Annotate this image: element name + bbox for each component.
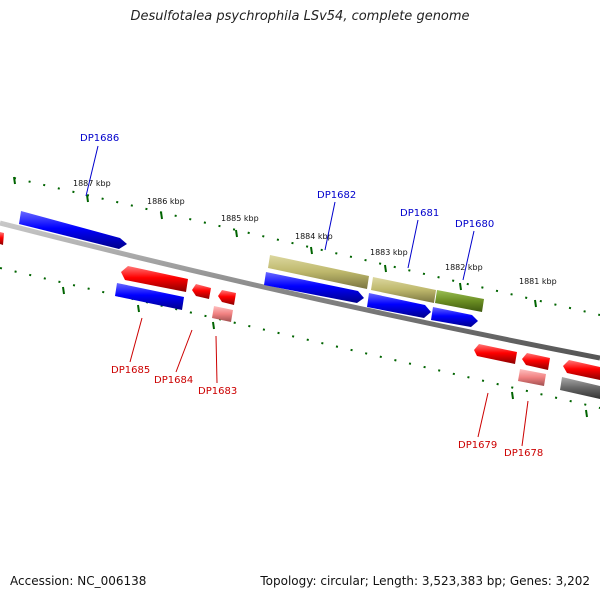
gene-fragment-left[interactable] bbox=[0, 232, 4, 245]
gene-label: DP1681 bbox=[400, 208, 439, 219]
callout-lines bbox=[85, 145, 529, 447]
gene-DP1686[interactable] bbox=[19, 211, 127, 249]
gene-label: DP1682 bbox=[317, 190, 356, 201]
tick-label: 1883 kbp bbox=[370, 248, 408, 257]
major-ticks-lower bbox=[62, 286, 588, 418]
accession-text: Accession: NC_006138 bbox=[10, 574, 147, 588]
gene-DP1678[interactable] bbox=[522, 353, 550, 370]
genome-backbone bbox=[0, 220, 600, 361]
gene-fragment-right[interactable] bbox=[563, 360, 600, 380]
map-title: Desulfotalea psychrophila LSv54, complet… bbox=[130, 9, 470, 24]
gene-DP1681[interactable] bbox=[367, 293, 431, 318]
gene-label: DP1685 bbox=[111, 365, 150, 376]
gene-DP1684[interactable] bbox=[192, 284, 211, 299]
gene-DP1679[interactable] bbox=[474, 344, 517, 364]
tick-label: 1885 kbp bbox=[221, 214, 259, 223]
gene-blue-lower[interactable] bbox=[115, 283, 184, 310]
major-ticks-upper bbox=[13, 176, 537, 308]
tick-label: 1881 kbp bbox=[519, 277, 557, 286]
feature-green[interactable] bbox=[435, 290, 484, 312]
gene-label: DP1678 bbox=[504, 448, 543, 459]
gene-label: DP1680 bbox=[455, 219, 494, 230]
feature-olive-1[interactable] bbox=[268, 255, 369, 289]
genome-summary-text: Topology: circular; Length: 3,523,383 bp… bbox=[260, 574, 590, 588]
tick-label: 1887 kbp bbox=[73, 179, 111, 188]
gene-DP1683-pseudo[interactable] bbox=[212, 306, 233, 322]
gene-label: DP1683 bbox=[198, 386, 237, 397]
tick-label: 1884 kbp bbox=[295, 232, 333, 241]
feature-olive-2[interactable] bbox=[371, 277, 436, 303]
reverse-features bbox=[121, 266, 600, 399]
gene-labels: DP1686 DP1682 DP1681 DP1680 DP1685 DP168… bbox=[80, 133, 543, 459]
gene-DP1683[interactable] bbox=[218, 290, 236, 305]
tick-label: 1882 kbp bbox=[445, 263, 483, 272]
scale-ruler-upper bbox=[13, 177, 600, 316]
gene-DP1685[interactable] bbox=[121, 266, 188, 292]
gene-label: DP1679 bbox=[458, 440, 497, 451]
feature-gray[interactable] bbox=[560, 377, 600, 399]
gene-DP1680[interactable] bbox=[431, 307, 478, 327]
gene-label: DP1686 bbox=[80, 133, 119, 144]
gene-DP1682[interactable] bbox=[264, 272, 364, 303]
gene-DP1678-pseudo[interactable] bbox=[518, 369, 546, 386]
gene-label: DP1684 bbox=[154, 375, 193, 386]
forward-features bbox=[0, 211, 484, 327]
tick-label: 1886 kbp bbox=[147, 197, 185, 206]
scale-labels: 1887 kbp 1886 kbp 1885 kbp 1884 kbp 1883… bbox=[73, 179, 557, 286]
